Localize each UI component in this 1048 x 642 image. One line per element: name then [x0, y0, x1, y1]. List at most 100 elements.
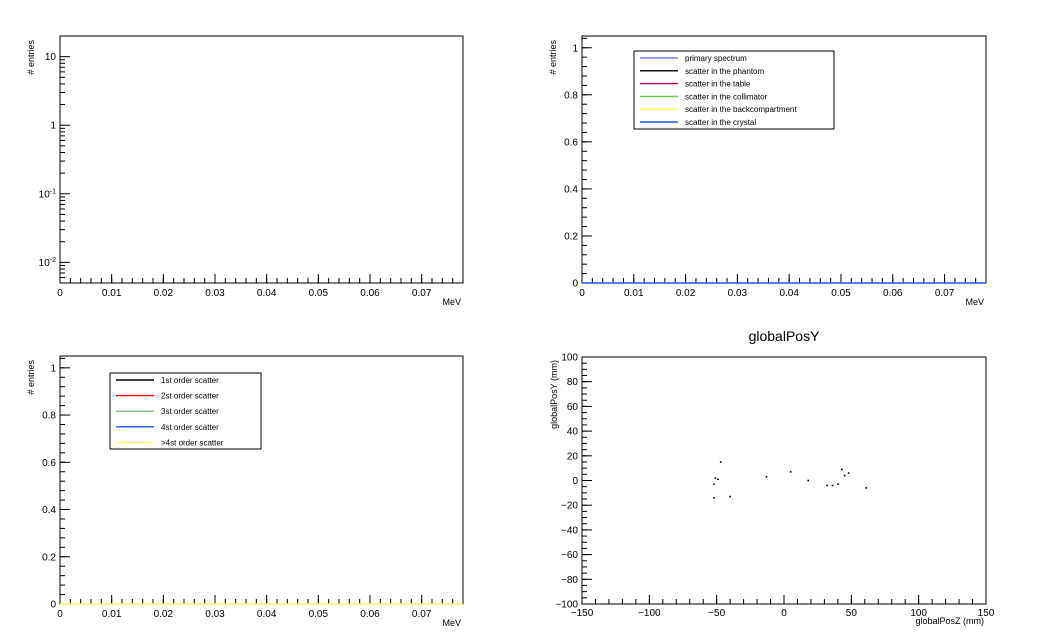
x-tick-label: 0.05 — [831, 288, 851, 299]
legend-label: 4st order scatter — [161, 423, 219, 432]
scatter-point — [729, 495, 731, 498]
y-tick-label: 0.2 — [564, 231, 578, 242]
legend-label: 2st order scatter — [161, 392, 219, 401]
scatter-point — [837, 483, 839, 486]
top-right-panel: 0 0.2 0.4 0.6 0.8 1 0 0.01 0.02 0.03 0.04 0.05 0.06 0… — [548, 35, 987, 307]
x-tick-label: 0.04 — [257, 609, 277, 620]
x-tick-label: 0.03 — [205, 609, 225, 620]
legend-label: 3st order scatter — [161, 407, 219, 416]
x-tick-label: 0.03 — [205, 288, 225, 299]
y-tick-label: 10-1 — [39, 188, 56, 200]
x-tick-label: 0.06 — [883, 288, 903, 299]
scatter-point — [789, 471, 792, 473]
legend-label: scatter in the backcompartment — [685, 105, 797, 114]
legend-label: 1st order scatter — [161, 376, 219, 385]
scatter-point — [831, 484, 834, 487]
y-tick-label: 100 — [561, 353, 578, 364]
y-tick-label: 10-2 — [39, 257, 56, 269]
x-axis-label: MeV — [442, 297, 461, 307]
y-tick-label: 0.8 — [42, 411, 56, 422]
x-tick-label: 0.07 — [412, 288, 432, 299]
y-tick-label: 10 — [45, 52, 57, 63]
y-tick-label: −60 — [561, 550, 578, 561]
y-tick-label: 1 — [572, 43, 578, 54]
y-axis-label: # entries — [548, 40, 558, 75]
y-tick-label: 0.4 — [564, 184, 578, 195]
y-tick-label: 80 — [567, 377, 579, 388]
x-tick-label: 0.07 — [412, 609, 432, 620]
y-tick-label: 1 — [50, 363, 56, 374]
legend-label: scatter in the collimator — [685, 92, 768, 101]
scatter-point — [826, 484, 828, 487]
y-tick-label: −20 — [561, 501, 578, 512]
y-axis-label: globalPosY (mm) — [549, 360, 559, 429]
y-axis-label: # entries — [26, 40, 36, 75]
x-tick-label: 0.02 — [676, 288, 696, 299]
x-tick-label: 0.02 — [154, 609, 174, 620]
scatter-point — [865, 487, 867, 489]
y-tick-label: 0 — [572, 279, 578, 290]
y-tick-label: 60 — [567, 402, 579, 413]
top-left-panel: 10-2 10-1 1 10 0 0.01 0.02 0.03 0.04 0.05 0.06 0.07… — [26, 35, 464, 307]
x-tick-label: 0.05 — [309, 288, 329, 299]
x-tick-label: 150 — [978, 608, 995, 619]
y-axis-label: # entries — [26, 360, 36, 395]
plot-frame — [59, 35, 464, 284]
y-tick-label: 0.6 — [42, 458, 56, 469]
y-tick-label: 0 — [50, 600, 56, 611]
x-tick-label: −50 — [708, 608, 725, 619]
legend-box — [633, 50, 835, 130]
y-tick-label: 0.2 — [42, 552, 56, 563]
x-tick-label: 0.01 — [624, 288, 644, 299]
x-tick-label: 0.06 — [360, 609, 380, 620]
x-tick-label: 0 — [579, 288, 585, 299]
x-tick-label: −150 — [571, 608, 594, 619]
x-tick-label: 0.03 — [728, 288, 748, 299]
chart-title: globalPosY — [749, 328, 820, 344]
y-tick-label: −40 — [561, 525, 578, 536]
scatter-point — [847, 472, 850, 474]
scatter-point — [807, 479, 810, 482]
x-tick-label: 0.06 — [360, 288, 380, 299]
legend-label: scatter in the table — [685, 80, 751, 89]
y-tick-label: 20 — [567, 451, 579, 462]
scatter-point — [719, 461, 722, 463]
legend-label: scatter in the phantom — [685, 67, 764, 76]
scatter-point — [717, 478, 719, 481]
legend-label: >4st order scatter — [161, 438, 224, 447]
y-tick-label: −100 — [555, 600, 578, 611]
y-tick-label: 0.6 — [564, 137, 578, 148]
scatter-point — [713, 496, 715, 499]
x-axis-label: MeV — [442, 618, 461, 628]
scatter-point — [765, 475, 768, 478]
x-tick-label: 0.02 — [154, 288, 174, 299]
x-tick-label: 0.01 — [102, 609, 122, 620]
bottom-right-panel: −150 −100 −50 0 50 100 150−100−80−60−40−200204… — [549, 328, 995, 626]
y-tick-label: 0.4 — [42, 505, 56, 516]
x-tick-label: 0.04 — [779, 288, 799, 299]
x-tick-label: 0.07 — [935, 288, 955, 299]
bottom-left-panel: 0 0.2 0.4 0.6 0.8 1 0 0.01 0.02 0.03 0.04 0.05 0.06 0… — [26, 355, 464, 628]
y-tick-label: 40 — [567, 427, 579, 438]
x-tick-label: 0 — [781, 608, 787, 619]
scatter-point — [841, 468, 843, 471]
scatter-point — [714, 477, 717, 479]
x-tick-label: 0.05 — [309, 609, 329, 620]
plot-frame — [581, 356, 987, 605]
y-tick-label: 0 — [572, 476, 578, 487]
y-tick-label: −80 — [561, 575, 578, 586]
x-tick-label: 0 — [57, 609, 63, 620]
x-tick-label: 100 — [910, 608, 927, 619]
x-tick-label: 0.04 — [257, 288, 277, 299]
x-tick-label: 0.01 — [102, 288, 122, 299]
y-tick-label: 1 — [50, 121, 56, 132]
scatter-point — [843, 474, 846, 477]
x-tick-label: 0 — [57, 288, 63, 299]
y-tick-label: 0.8 — [564, 90, 578, 101]
x-axis-label: globalPosZ (mm) — [915, 616, 984, 626]
scatter-point — [713, 483, 715, 486]
legend-label: primary spectrum — [685, 54, 747, 63]
x-axis-label: MeV — [965, 297, 984, 307]
legend-label: scatter in the crystal — [685, 118, 756, 127]
